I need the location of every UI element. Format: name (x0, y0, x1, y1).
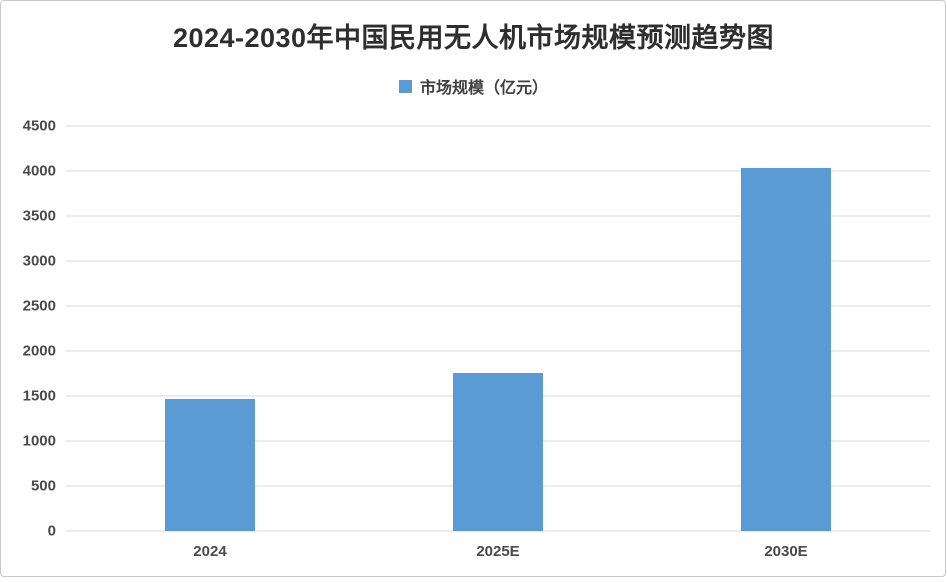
legend-square-icon (398, 79, 412, 93)
chart-title: 2024-2030年中国民用无人机市场规模预测趋势图 (172, 23, 775, 53)
bar-2025E (453, 373, 543, 531)
y-tick-label: 1500 (22, 387, 56, 405)
legend-label: 市场规模（亿元） (419, 80, 548, 97)
y-tick-label: 4500 (22, 117, 56, 135)
gridline-0 (66, 530, 930, 532)
y-tick-label: 2000 (22, 342, 56, 360)
y-tick-label: 2500 (22, 297, 56, 315)
y-tick-label: 3500 (22, 207, 56, 225)
gridline-2000 (66, 350, 930, 352)
bar-2024 (164, 399, 255, 531)
plot-area: 4500 4000 3500 3000 2500 2000 1500 1000 500 0 2024… (23, 119, 930, 560)
x-tick-label: 2024 (193, 543, 227, 560)
y-tick-label: 3000 (22, 252, 56, 270)
y-tick-label: 4000 (22, 162, 56, 180)
gridline-3500 (66, 215, 930, 217)
chart-legend: 市场规模（亿元） (0, 74, 947, 98)
gridline-4500 (66, 125, 930, 127)
y-tick-label: 0 (47, 522, 56, 540)
x-tick-label: 2025E (476, 543, 520, 560)
gridline-4000 (66, 170, 930, 172)
gridline-3000 (66, 260, 930, 262)
y-tick-label: 500 (30, 477, 56, 495)
gridline-2500 (66, 305, 930, 307)
bar-2030E (741, 168, 831, 531)
x-tick-label: 2030E (764, 543, 808, 560)
y-tick-label: 1000 (22, 432, 56, 450)
